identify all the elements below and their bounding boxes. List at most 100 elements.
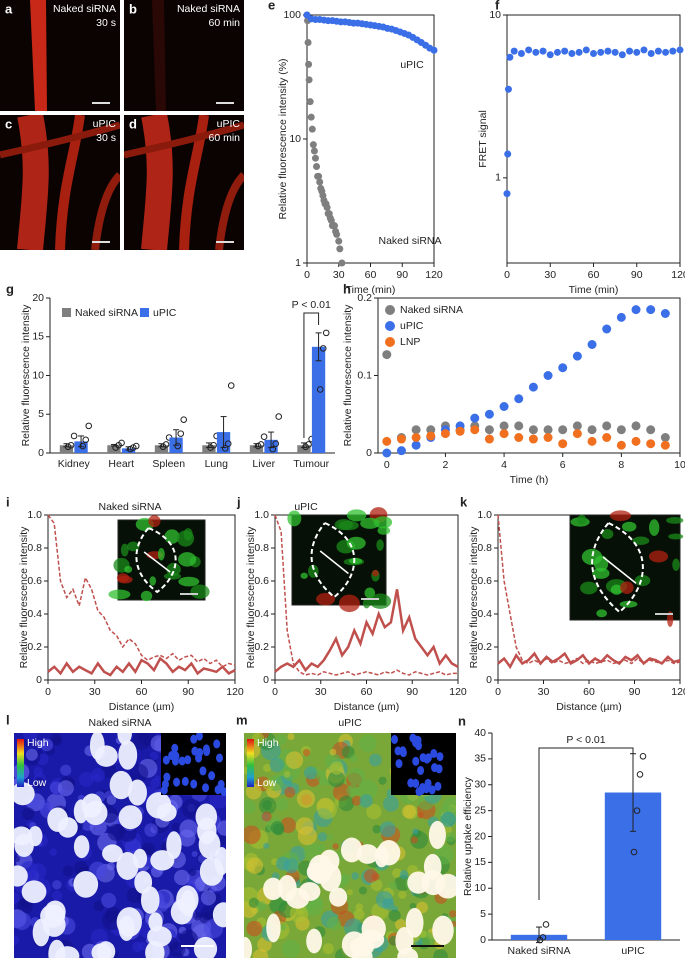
x-tick-label: Heart [108,458,134,470]
y-tick-label: 0.6 [254,575,269,587]
inset-cell [666,517,684,524]
texture [178,829,196,847]
bar [121,448,136,453]
x-tick-label: 2 [443,459,449,471]
point [631,421,641,431]
point [676,46,684,54]
inset-nucleus [417,765,425,775]
texture [328,770,345,788]
point [382,448,392,458]
texture [149,751,159,761]
profile-line [47,656,236,677]
texture [51,890,63,901]
y-tick-label: 0.8 [254,542,269,554]
nucleus [212,902,226,928]
texture [49,848,57,856]
texture [358,886,368,895]
error-bar [78,435,85,448]
x-tick-label: 60 [583,686,595,698]
x-tick-label: Spleen [152,458,185,470]
texture [326,834,334,841]
data-point [633,807,641,814]
inset-nucleus [417,785,425,795]
nucleus [432,915,454,946]
point [539,47,547,55]
vessel [179,115,209,250]
nucleus [374,845,389,868]
series-label: Naked siRNA [378,235,441,247]
data-point [275,413,283,420]
image-sublabel: 60 min [208,132,240,144]
image [124,0,244,111]
inset-cell [126,541,140,552]
point [411,440,421,450]
point [307,113,315,121]
x-tick-label: 120 [671,686,685,698]
nucleus [73,871,99,898]
data-point [82,436,90,444]
x-tick-label: Liver [252,458,275,470]
y-tick-label: 0 [366,447,372,459]
nucleus [40,904,66,928]
texture [433,949,448,958]
nucleus [423,853,442,880]
texture [104,790,113,800]
texture [302,749,311,757]
texture [289,904,309,923]
inset-nucleus [428,785,436,795]
y-axis-label: Relative fluorescence intensity [20,304,32,447]
texture [21,807,35,820]
texture [174,869,190,886]
y-axis-label: Relative fluorescence intensity [245,526,257,669]
texture [364,869,378,883]
inset-cell [316,592,336,606]
point [499,429,509,439]
y-tick-label: 0.1 [357,369,372,381]
texture [40,738,54,752]
inset-nucleus [162,755,170,765]
point [382,350,392,360]
data-point [132,442,140,450]
data-point [221,445,229,452]
image [124,115,244,250]
y-tick-label: 0.6 [477,575,492,587]
point [308,125,316,133]
nucleus [118,915,135,941]
texture [93,773,100,781]
nucleus [148,912,163,932]
panel-label: h [343,281,351,296]
data-point [227,382,235,389]
data-point [316,386,324,393]
texture [52,736,61,745]
inset-nucleus [394,746,402,756]
x-tick-label: Naked siRNA [507,945,570,957]
point [631,305,641,315]
inset-nucleus [202,783,210,793]
x-tick-label: 8 [618,459,624,471]
inset-cell [108,589,131,600]
texture [14,891,20,904]
y-tick-label: 0 [38,447,44,459]
point [616,312,626,322]
data-point [539,934,547,941]
x-axis-label: Distance (µm) [109,701,175,713]
texture [285,751,304,769]
inset-cell [346,509,367,522]
inset-nucleus [391,734,399,744]
x-tick-label: 30 [89,686,101,698]
inset-nucleus [436,752,444,762]
texture [283,771,291,778]
color-bar [247,739,254,787]
texture [349,754,358,763]
texture [379,821,396,838]
image-label: Naked siRNA [88,717,151,729]
x-tick-label: uPIC [621,945,645,957]
data-point [322,329,330,337]
inset-cell [649,519,660,536]
texture [14,935,20,946]
texture [372,824,382,834]
x-tick-label: 120 [449,686,467,698]
point [602,433,612,442]
inset-nucleus [412,756,420,766]
texture [410,830,429,849]
